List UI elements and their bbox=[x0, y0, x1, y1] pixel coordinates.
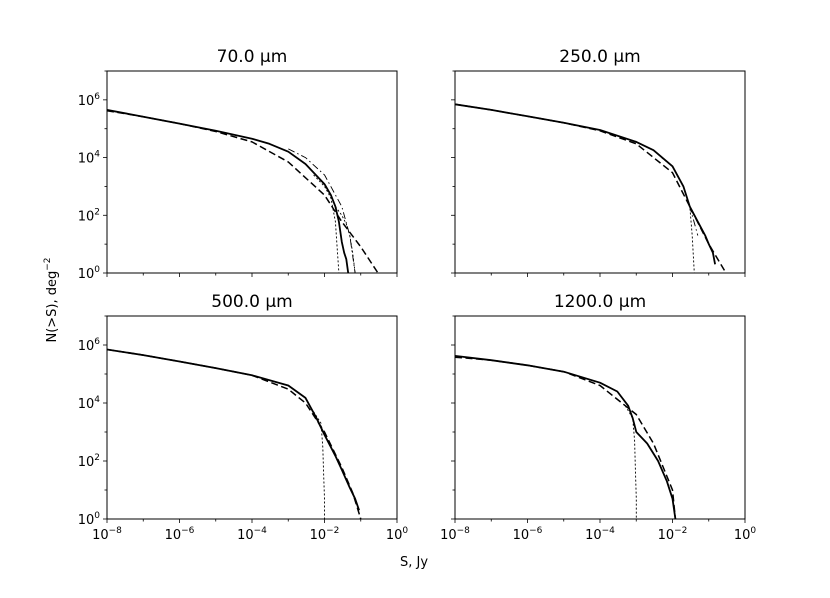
panel-title: 500.0 μm bbox=[211, 292, 292, 312]
y-tick-label-base: 10 bbox=[78, 339, 95, 354]
y-axis-label-exponent: −2 bbox=[43, 257, 53, 270]
panel-2-series bbox=[455, 103, 727, 273]
y-tick-label-base: 10 bbox=[78, 209, 95, 224]
series-line-dotted bbox=[313, 411, 325, 519]
y-tick-label-exp: 0 bbox=[94, 511, 100, 521]
x-tick-label: 10−4 bbox=[585, 526, 615, 543]
series-line-dashed bbox=[455, 103, 727, 273]
series-line-dashed bbox=[107, 109, 379, 273]
axes-frame bbox=[454, 70, 746, 274]
x-tick-label-exp: −4 bbox=[602, 526, 616, 536]
y-tick-label-base: 10 bbox=[78, 397, 95, 412]
x-tick-label: 10−8 bbox=[92, 526, 122, 543]
x-tick-label-exp: 0 bbox=[402, 526, 408, 536]
panel-1-series bbox=[107, 109, 379, 273]
x-tick-label: 10−6 bbox=[513, 526, 543, 543]
y-tick-label-exp: 4 bbox=[94, 150, 100, 160]
series-line-solid bbox=[455, 355, 677, 519]
series-line-solid bbox=[455, 103, 716, 265]
x-tick-label: 10−6 bbox=[165, 526, 195, 543]
x-tick-label: 10−2 bbox=[658, 526, 688, 543]
y-tick-label-exp: 6 bbox=[94, 337, 100, 347]
y-tick-label-exp: 4 bbox=[94, 395, 100, 405]
x-tick-label: 10−2 bbox=[310, 526, 340, 543]
series-line-solid bbox=[107, 109, 350, 273]
x-tick-label: 100 bbox=[386, 526, 409, 543]
x-tick-label-exp: 0 bbox=[750, 526, 756, 536]
panel-title: 250.0 μm bbox=[559, 47, 640, 67]
x-tick-label-exp: −8 bbox=[457, 526, 471, 536]
x-tick-label-base: 10 bbox=[658, 528, 675, 543]
x-tick-label-base: 10 bbox=[310, 528, 327, 543]
panel-title: 70.0 μm bbox=[217, 47, 288, 67]
y-tick-label-base: 10 bbox=[78, 152, 95, 167]
y-tick-label-base: 10 bbox=[78, 94, 95, 109]
y-tick-label: 104 bbox=[78, 150, 101, 167]
panel-3-series bbox=[107, 348, 362, 519]
y-tick-label-base: 10 bbox=[78, 267, 95, 282]
axes-frame bbox=[454, 315, 746, 520]
x-tick-label-base: 10 bbox=[513, 528, 530, 543]
series-line-dashdot bbox=[288, 148, 356, 273]
x-tick-label-base: 10 bbox=[734, 528, 751, 543]
y-axis-label: N(>S), deg−2 bbox=[43, 257, 60, 342]
x-tick-label: 10−4 bbox=[237, 526, 267, 543]
y-tick-label: 100 bbox=[78, 265, 101, 282]
x-tick-label-exp: −4 bbox=[254, 526, 268, 536]
series-line-dashed bbox=[455, 356, 677, 519]
x-tick-label-exp: −6 bbox=[181, 526, 195, 536]
y-tick-label-exp: 6 bbox=[94, 92, 100, 102]
x-tick-label-exp: −6 bbox=[529, 526, 543, 536]
y-tick-label-exp: 2 bbox=[94, 453, 100, 463]
x-tick-label-exp: −2 bbox=[674, 526, 687, 536]
y-tick-label: 102 bbox=[78, 453, 100, 470]
y-tick-label-base: 10 bbox=[78, 513, 95, 528]
axes-frame bbox=[106, 315, 398, 520]
y-tick-label: 104 bbox=[78, 395, 101, 412]
x-axis-label: S, Jy bbox=[400, 555, 428, 570]
x-tick-label-base: 10 bbox=[440, 528, 457, 543]
series-line-dashdot bbox=[636, 141, 699, 236]
x-tick-label-base: 10 bbox=[585, 528, 602, 543]
x-tick-label-base: 10 bbox=[92, 528, 109, 543]
panel-4-series bbox=[455, 355, 677, 519]
x-tick-label: 10−8 bbox=[440, 526, 470, 543]
y-axis-label-text: N(>S), deg bbox=[45, 271, 60, 343]
y-tick-label: 102 bbox=[78, 207, 100, 224]
x-tick-label-base: 10 bbox=[165, 528, 182, 543]
x-tick-label-base: 10 bbox=[386, 528, 403, 543]
series-line-dotted bbox=[335, 206, 356, 273]
panel-2: 250.0 μm bbox=[451, 47, 746, 277]
x-tick-label: 100 bbox=[734, 526, 757, 543]
series-line-dotted bbox=[624, 405, 637, 519]
x-tick-label-exp: −8 bbox=[109, 526, 123, 536]
series-line-dotted bbox=[313, 174, 340, 273]
x-tick-label-exp: −2 bbox=[326, 526, 339, 536]
y-tick-label: 106 bbox=[78, 337, 101, 354]
y-tick-label: 100 bbox=[78, 511, 101, 528]
axes-frame bbox=[106, 70, 398, 274]
series-line-dashed bbox=[107, 348, 362, 519]
x-tick-label-base: 10 bbox=[237, 528, 254, 543]
y-tick-label-base: 10 bbox=[78, 455, 95, 470]
series-line-dotted bbox=[661, 157, 695, 273]
y-tick-label: 106 bbox=[78, 92, 101, 109]
panel-title: 1200.0 μm bbox=[554, 292, 646, 312]
y-tick-label-exp: 2 bbox=[94, 207, 100, 217]
y-tick-label-exp: 0 bbox=[94, 265, 100, 275]
